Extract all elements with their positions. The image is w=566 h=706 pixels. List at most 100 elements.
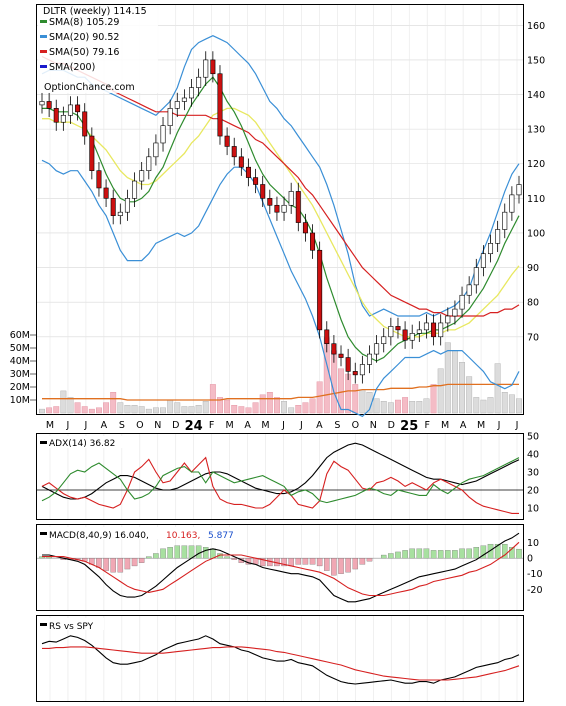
volume-bar <box>124 405 131 414</box>
candle-body <box>181 97 187 102</box>
candle-body <box>381 336 387 345</box>
macd-histogram-bar <box>480 545 487 559</box>
macd-histogram-bar <box>516 548 522 559</box>
macd-histogram-bar <box>146 556 152 559</box>
candle-body <box>274 204 280 213</box>
adx-tick-label: 50 <box>527 432 539 443</box>
month-tick-label: J <box>66 420 70 431</box>
macd-histogram-bar <box>352 558 359 570</box>
candle-body <box>509 194 515 213</box>
macd-histogram-bar <box>359 558 366 565</box>
macd-tick-label: 0 <box>527 554 533 565</box>
volume-bar <box>266 392 273 414</box>
volume-bar <box>430 384 437 414</box>
volume-bar <box>167 399 174 414</box>
volume-tick-label: 20M <box>10 382 30 393</box>
volume-bar <box>81 406 88 414</box>
volume-bar <box>224 399 231 414</box>
macd-histogram-bar <box>288 558 294 567</box>
candle-body <box>153 142 159 158</box>
volume-bar <box>174 402 181 414</box>
volume-bars <box>39 337 522 414</box>
volume-bar <box>152 407 159 414</box>
legend-label: SMA(20) 90.52 <box>49 32 119 43</box>
volume-bar <box>466 376 473 414</box>
volume-bar <box>288 407 295 414</box>
volume-bar <box>39 408 45 414</box>
candle-body <box>324 329 330 345</box>
candle-body <box>402 329 408 341</box>
macd-histogram-bar <box>302 558 309 565</box>
candle-body <box>395 326 401 331</box>
macd-title: MACD(8,40,9) 16.040, <box>49 531 149 541</box>
month-tick-label: M <box>477 420 485 431</box>
sma50-line <box>41 55 520 317</box>
candle-body <box>466 284 472 296</box>
price-tick-label: 110 <box>527 194 545 205</box>
volume-bar <box>88 408 95 414</box>
volume-tick-label: 10M <box>10 395 30 406</box>
candle-body <box>310 232 316 251</box>
month-tick-label: J <box>84 420 88 431</box>
candle-body <box>438 322 444 338</box>
macd-tick-label: -10 <box>527 569 543 580</box>
macd-histogram-bar <box>388 553 394 559</box>
volume-bar <box>480 399 487 414</box>
candle-body <box>89 135 95 171</box>
bollinger-lower-line <box>41 159 520 418</box>
macd-histogram-bar <box>195 545 202 559</box>
volume-bar <box>110 392 117 414</box>
candle-body <box>160 125 166 144</box>
macd-title-bg <box>38 527 238 539</box>
volume-tick-label: 30M <box>10 369 30 380</box>
volume-bar <box>409 401 416 414</box>
legend-label: SMA(200) <box>49 62 95 73</box>
volume-bar <box>387 402 394 414</box>
candle-body <box>459 294 465 310</box>
chart-title: DLTR (weekly) 114.15 <box>43 6 147 17</box>
candle-body <box>345 357 351 372</box>
macd-histogram-bar <box>409 548 415 559</box>
macd-series-line <box>42 541 520 597</box>
price-tick-label: 150 <box>527 55 545 66</box>
candle-body <box>452 308 458 317</box>
volume-bar <box>359 389 366 414</box>
volume-bar <box>160 407 166 414</box>
month-tick-label: J <box>281 420 285 431</box>
candlesticks <box>39 51 522 384</box>
macd-histogram-bar <box>103 558 109 571</box>
macd-histogram-bar <box>509 547 515 559</box>
legend-swatch <box>40 65 47 68</box>
volume-bar <box>138 406 145 414</box>
macd-histogram-bar <box>96 558 102 568</box>
macd-histogram-bar <box>416 548 423 559</box>
volume-bar <box>60 390 67 414</box>
candle-body <box>174 101 180 109</box>
volume-bar <box>302 402 309 414</box>
macd-histogram-bar <box>395 551 401 559</box>
axis-labels: 16015014013012011010090807060M50M40M30M2… <box>10 21 545 596</box>
macd-hist-label: 5.877 <box>208 531 234 541</box>
macd-histogram-bar <box>124 558 131 570</box>
candle-body <box>488 243 494 255</box>
macd-histogram-bar <box>445 550 451 559</box>
candle-body <box>224 135 230 147</box>
volume-bar <box>231 405 238 414</box>
macd-series-line <box>42 532 520 603</box>
volume-bar <box>316 381 323 414</box>
legend-box <box>38 5 158 93</box>
candle-body <box>374 343 380 355</box>
macd-histogram-bar <box>202 547 209 559</box>
candle-body <box>480 253 486 268</box>
macd-histogram-bar <box>366 558 373 562</box>
macd-histogram-bar <box>181 545 188 559</box>
macd-histogram-bar <box>502 543 508 559</box>
volume-bar <box>437 368 444 414</box>
candle-body <box>423 322 429 331</box>
macd-histogram-bar <box>331 558 337 576</box>
rs-panel-frame <box>36 615 524 702</box>
candle-body <box>124 198 130 213</box>
macd-tick-label: -20 <box>527 585 543 596</box>
price-tick-label: 80 <box>527 298 539 309</box>
volume-bar <box>487 397 494 414</box>
